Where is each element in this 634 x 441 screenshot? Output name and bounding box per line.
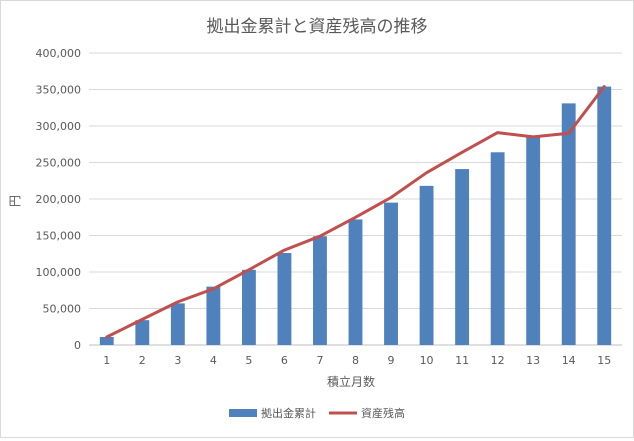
bar: [561, 103, 576, 346]
y-tick-label: 400,000: [36, 47, 82, 60]
chart-title: 拠出金累計と資産残高の推移: [207, 17, 428, 37]
bar: [348, 219, 363, 345]
bar: [135, 320, 150, 345]
bar-series: [99, 86, 612, 346]
bar: [313, 236, 327, 345]
x-tick-label: 1: [103, 354, 110, 367]
legend: 拠出金累計 資産残高: [229, 406, 405, 420]
bar: [419, 185, 434, 345]
legend-line-label: 資産残高: [361, 406, 405, 420]
x-tick-label: 2: [139, 354, 146, 367]
y-tick-label: 300,000: [36, 120, 82, 133]
x-axis-label: 積立月数: [327, 374, 375, 389]
legend-bar-swatch: [229, 409, 257, 417]
x-tick-label: 4: [210, 354, 217, 367]
bar: [384, 202, 398, 345]
bar: [455, 169, 470, 345]
bar: [597, 86, 612, 345]
y-axis-ticks: 0 50,000 100,000 150,000 200,000 250,000 300,0…: [36, 47, 82, 352]
y-tick-label: 50,000: [43, 303, 82, 316]
legend-bar-label: 拠出金累計: [261, 406, 316, 420]
y-tick-label: 250,000: [36, 157, 82, 170]
x-tick-label: 8: [352, 354, 359, 367]
bar: [99, 336, 114, 345]
y-tick-label: 100,000: [36, 266, 82, 279]
x-tick-label: 15: [597, 354, 611, 367]
bar: [241, 269, 256, 345]
x-tick-label: 13: [526, 354, 540, 367]
bar: [277, 253, 292, 345]
x-axis-ticks: 1 2 3 4 5 6 7 8 9 10 11 12 13 14 15: [103, 354, 611, 367]
x-tick-label: 11: [455, 354, 469, 367]
x-tick-label: 10: [420, 354, 434, 367]
line-series: [105, 85, 606, 339]
x-tick-label: 14: [562, 354, 576, 367]
x-tick-label: 12: [491, 354, 505, 367]
y-tick-label: 0: [74, 339, 81, 352]
bar: [490, 152, 505, 345]
bar: [170, 303, 185, 345]
x-tick-label: 9: [388, 354, 395, 367]
x-tick-label: 7: [316, 354, 323, 367]
y-axis-label: 円: [8, 195, 22, 207]
y-tick-label: 200,000: [36, 193, 82, 206]
x-tick-label: 3: [174, 354, 181, 367]
bar: [526, 135, 541, 345]
x-tick-label: 5: [245, 354, 252, 367]
bar: [206, 286, 221, 345]
y-tick-label: 350,000: [36, 84, 82, 97]
series-line: [105, 85, 606, 339]
y-tick-label: 150,000: [36, 230, 82, 243]
x-tick-label: 6: [281, 354, 288, 367]
